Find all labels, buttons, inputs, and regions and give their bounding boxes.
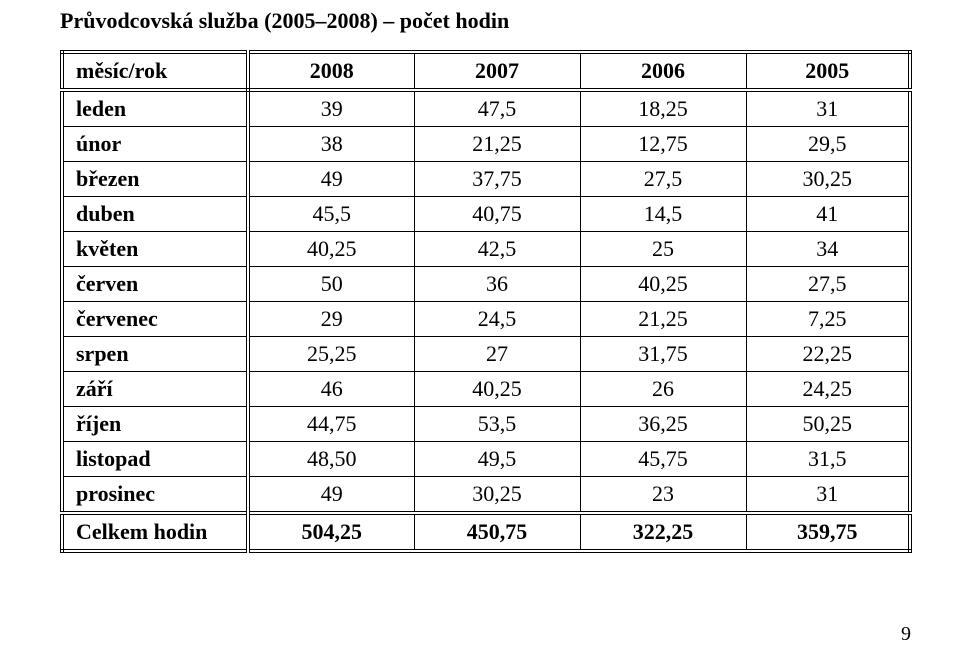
cell: 25,25 <box>248 337 414 372</box>
cell: 36,25 <box>580 407 746 442</box>
cell: 23 <box>580 477 746 514</box>
cell: 30,25 <box>746 162 910 197</box>
table-row: duben 45,5 40,75 14,5 41 <box>62 197 910 232</box>
cell: 21,25 <box>580 302 746 337</box>
cell: 48,50 <box>248 442 414 477</box>
row-label: prosinec <box>62 477 248 514</box>
cell: 49 <box>248 477 414 514</box>
cell: 49,5 <box>414 442 580 477</box>
cell: 40,75 <box>414 197 580 232</box>
cell: 40,25 <box>580 267 746 302</box>
row-label: červen <box>62 267 248 302</box>
row-label: leden <box>62 90 248 127</box>
row-label: květen <box>62 232 248 267</box>
table-row: březen 49 37,75 27,5 30,25 <box>62 162 910 197</box>
cell: 7,25 <box>746 302 910 337</box>
data-table: měsíc/rok 2008 2007 2006 2005 leden 39 4… <box>60 50 912 553</box>
cell: 27,5 <box>580 162 746 197</box>
totals-cell: 450,75 <box>414 513 580 551</box>
totals-cell: 322,25 <box>580 513 746 551</box>
cell: 45,5 <box>248 197 414 232</box>
table-row: červenec 29 24,5 21,25 7,25 <box>62 302 910 337</box>
cell: 37,75 <box>414 162 580 197</box>
row-label: červenec <box>62 302 248 337</box>
row-label: srpen <box>62 337 248 372</box>
totals-cell: 504,25 <box>248 513 414 551</box>
row-label: duben <box>62 197 248 232</box>
table-row: květen 40,25 42,5 25 34 <box>62 232 910 267</box>
cell: 34 <box>746 232 910 267</box>
cell: 46 <box>248 372 414 407</box>
cell: 31 <box>746 477 910 514</box>
cell: 21,25 <box>414 127 580 162</box>
cell: 22,25 <box>746 337 910 372</box>
table-row: září 46 40,25 26 24,25 <box>62 372 910 407</box>
cell: 31,5 <box>746 442 910 477</box>
totals-label: Celkem hodin <box>62 513 248 551</box>
cell: 29 <box>248 302 414 337</box>
cell: 44,75 <box>248 407 414 442</box>
cell: 12,75 <box>580 127 746 162</box>
table-row: listopad 48,50 49,5 45,75 31,5 <box>62 442 910 477</box>
cell: 18,25 <box>580 90 746 127</box>
cell: 36 <box>414 267 580 302</box>
cell: 40,25 <box>414 372 580 407</box>
totals-cell: 359,75 <box>746 513 910 551</box>
cell: 30,25 <box>414 477 580 514</box>
table-totals-row: Celkem hodin 504,25 450,75 322,25 359,75 <box>62 513 910 551</box>
cell: 27 <box>414 337 580 372</box>
cell: 42,5 <box>414 232 580 267</box>
header-cell-month: měsíc/rok <box>62 52 248 90</box>
row-label: listopad <box>62 442 248 477</box>
cell: 53,5 <box>414 407 580 442</box>
cell: 24,5 <box>414 302 580 337</box>
cell: 38 <box>248 127 414 162</box>
cell: 40,25 <box>248 232 414 267</box>
header-cell-2005: 2005 <box>746 52 910 90</box>
header-cell-2008: 2008 <box>248 52 414 90</box>
header-cell-2007: 2007 <box>414 52 580 90</box>
cell: 27,5 <box>746 267 910 302</box>
cell: 50,25 <box>746 407 910 442</box>
table-row: červen 50 36 40,25 27,5 <box>62 267 910 302</box>
cell: 49 <box>248 162 414 197</box>
row-label: únor <box>62 127 248 162</box>
table-row: říjen 44,75 53,5 36,25 50,25 <box>62 407 910 442</box>
row-label: říjen <box>62 407 248 442</box>
cell: 39 <box>248 90 414 127</box>
cell: 45,75 <box>580 442 746 477</box>
table-row: leden 39 47,5 18,25 31 <box>62 90 910 127</box>
table-row: prosinec 49 30,25 23 31 <box>62 477 910 514</box>
row-label: září <box>62 372 248 407</box>
row-label: březen <box>62 162 248 197</box>
cell: 14,5 <box>580 197 746 232</box>
cell: 24,25 <box>746 372 910 407</box>
cell: 29,5 <box>746 127 910 162</box>
cell: 26 <box>580 372 746 407</box>
cell: 25 <box>580 232 746 267</box>
table-row: srpen 25,25 27 31,75 22,25 <box>62 337 910 372</box>
header-cell-2006: 2006 <box>580 52 746 90</box>
page: Průvodcovská služba (2005–2008) – počet … <box>0 0 959 662</box>
cell: 31,75 <box>580 337 746 372</box>
table-header-row: měsíc/rok 2008 2007 2006 2005 <box>62 52 910 90</box>
cell: 47,5 <box>414 90 580 127</box>
cell: 50 <box>248 267 414 302</box>
cell: 31 <box>746 90 910 127</box>
table-row: únor 38 21,25 12,75 29,5 <box>62 127 910 162</box>
page-title: Průvodcovská služba (2005–2008) – počet … <box>60 8 919 34</box>
page-number: 9 <box>901 623 911 646</box>
cell: 41 <box>746 197 910 232</box>
